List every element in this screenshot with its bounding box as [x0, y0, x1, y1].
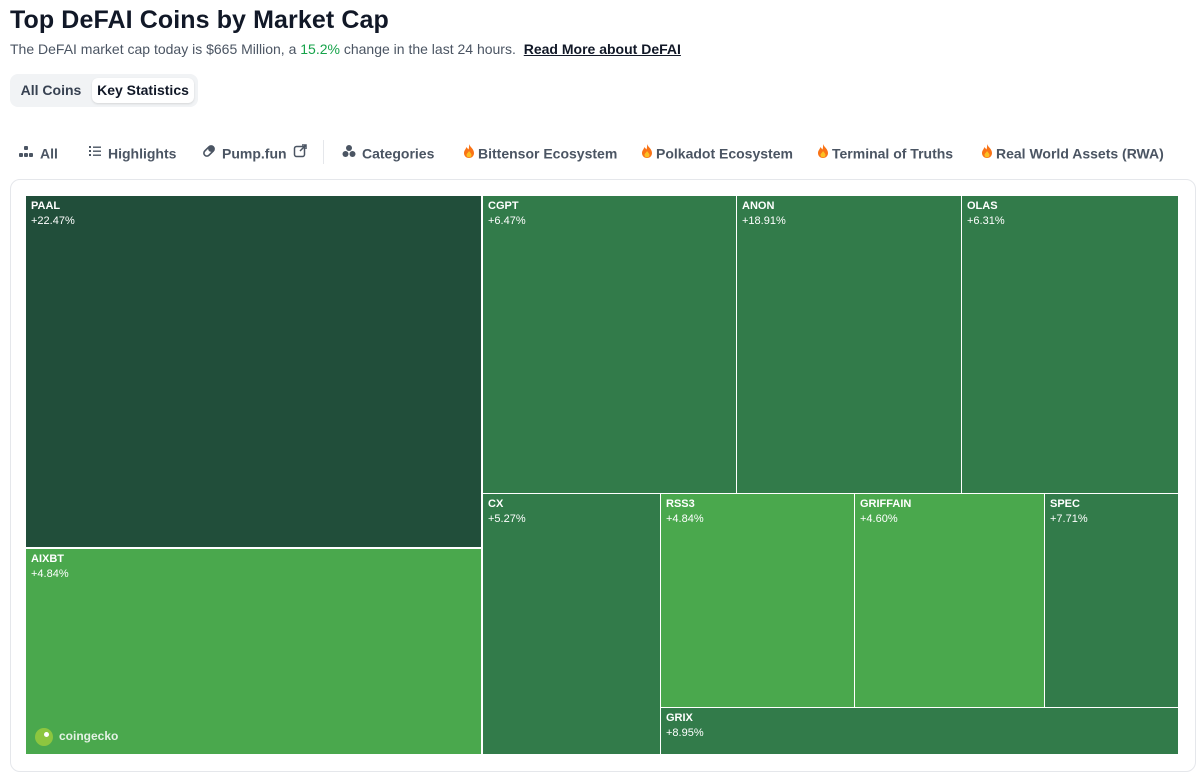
fire-icon [641, 139, 653, 167]
filter-label: Pump.fun [222, 145, 287, 162]
view-toggle: All Coins Key Statistics [10, 74, 198, 107]
tile-change: +7.71% [1050, 513, 1088, 525]
tile-change: +4.84% [31, 568, 69, 580]
category-filter-bar: All Highlights Pump.fun Categories Bitte… [0, 138, 1200, 166]
fire-icon [463, 139, 475, 167]
filter-all[interactable]: All [18, 138, 58, 166]
tile-symbol: ANON [742, 200, 775, 212]
tile-change: +6.31% [967, 215, 1005, 227]
filter-label: Real World Assets (RWA) [996, 145, 1164, 162]
treemap-tile-cgpt[interactable]: CGPT +6.47% [482, 195, 737, 494]
tile-symbol: AIXBT [31, 553, 64, 565]
treemap-tile-rss3[interactable]: RSS3 +4.84% [660, 493, 855, 709]
all-coins-tab[interactable]: All Coins [20, 82, 82, 98]
tile-symbol: PAAL [31, 200, 61, 212]
filter-pump-fun[interactable]: Pump.fun [202, 138, 307, 166]
treemap-tile-griffain[interactable]: GRIFFAIN +4.60% [854, 493, 1045, 709]
list-icon [88, 139, 102, 167]
fire-icon [817, 139, 829, 167]
tile-change: +18.91% [742, 215, 786, 227]
filter-label: All [40, 145, 58, 162]
treemap-tile-olas[interactable]: OLAS +6.31% [961, 195, 1179, 494]
tile-change: +8.95% [666, 727, 704, 739]
change-percent: 15.2% [300, 41, 340, 57]
all-icon [18, 139, 34, 167]
filter-real-world-assets[interactable]: Real World Assets (RWA) [981, 138, 1164, 166]
tile-symbol: CX [488, 498, 504, 510]
market-cap-treemap: PAAL +22.47% AIXBT +4.84% CGPT +6.47% AN… [25, 195, 1179, 755]
market-cap-summary: The DeFAI market cap today is $665 Milli… [10, 41, 681, 57]
categories-icon [342, 139, 356, 167]
tile-symbol: GRIX [666, 712, 693, 724]
filter-label: Highlights [108, 145, 177, 162]
pill-icon [202, 139, 216, 167]
tile-change: +5.27% [488, 513, 526, 525]
tile-symbol: RSS3 [666, 498, 695, 510]
tile-symbol: OLAS [967, 200, 998, 212]
treemap-tile-spec[interactable]: SPEC +7.71% [1044, 493, 1179, 709]
key-statistics-tab[interactable]: Key Statistics [92, 78, 194, 103]
treemap-tile-aixbt[interactable]: AIXBT +4.84% [25, 548, 482, 755]
treemap-tile-grix[interactable]: GRIX +8.95% [660, 707, 1179, 755]
treemap-tile-anon[interactable]: ANON +18.91% [736, 195, 962, 494]
read-more-link[interactable]: Read More about DeFAI [523, 41, 681, 57]
fire-icon [981, 139, 993, 167]
tile-change: +6.47% [488, 215, 526, 227]
external-link-icon [293, 139, 307, 167]
watermark-text: coingecko [59, 729, 119, 743]
filter-label: Polkadot Ecosystem [656, 145, 793, 162]
gecko-eye-icon [44, 732, 49, 737]
tile-change: +4.60% [860, 513, 898, 525]
filter-terminal-of-truths[interactable]: Terminal of Truths [817, 138, 953, 166]
summary-prefix: The DeFAI market cap today is $665 Milli… [10, 41, 297, 57]
filter-categories[interactable]: Categories [342, 138, 434, 166]
filter-label: Terminal of Truths [832, 145, 954, 162]
page-title: Top DeFAI Coins by Market Cap [10, 6, 389, 34]
tile-change: +22.47% [31, 215, 75, 227]
filter-highlights[interactable]: Highlights [88, 138, 176, 166]
filter-bittensor-ecosystem[interactable]: Bittensor Ecosystem [463, 138, 617, 166]
tile-symbol: SPEC [1050, 498, 1080, 510]
tile-symbol: GRIFFAIN [860, 498, 912, 510]
tile-change: +4.84% [666, 513, 704, 525]
gecko-icon [35, 728, 53, 746]
filter-label: Categories [362, 145, 435, 162]
treemap-tile-cx[interactable]: CX +5.27% [482, 493, 661, 755]
treemap-tile-paal[interactable]: PAAL +22.47% [25, 195, 482, 548]
filter-label: Bittensor Ecosystem [478, 145, 618, 162]
filter-polkadot-ecosystem[interactable]: Polkadot Ecosystem [641, 138, 793, 166]
filter-divider [323, 140, 324, 164]
summary-suffix: change in the last 24 hours. [343, 41, 516, 57]
tile-symbol: CGPT [488, 200, 519, 212]
